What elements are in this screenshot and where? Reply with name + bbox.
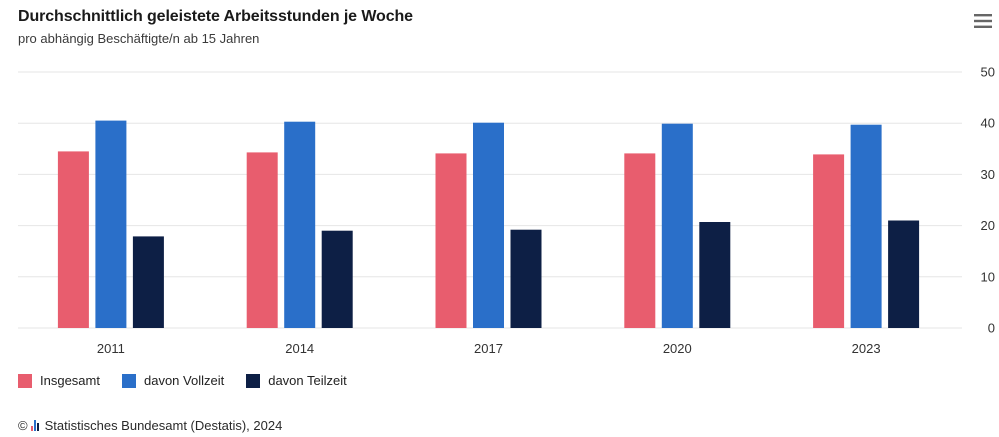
x-tick-label: 2023 [852, 341, 881, 356]
y-tick-label: 10 [981, 269, 995, 284]
y-axis: 0 10 20 30 40 50 [981, 65, 995, 336]
bar-davon-vollzeit-2011[interactable] [95, 120, 127, 328]
bar-davon-teilzeit-2014[interactable] [321, 230, 353, 328]
bar-insgesamt-2020[interactable] [624, 153, 656, 328]
x-tick-label: 2011 [97, 341, 125, 356]
bar-davon-teilzeit-2020[interactable] [699, 222, 731, 328]
y-tick-label: 30 [981, 167, 995, 182]
source-text: Statistisches Bundesamt (Destatis), 2024 [44, 418, 283, 433]
chart-menu-button[interactable] [970, 8, 996, 34]
bar-insgesamt-2023[interactable] [813, 154, 845, 328]
x-axis: 2011 2014 2017 2020 2023 [97, 341, 881, 356]
bar-davon-vollzeit-2017[interactable] [473, 122, 504, 328]
legend: Insgesamt davon Vollzeit davon Teilzeit [18, 373, 347, 388]
legend-swatch-teilzeit [246, 373, 261, 388]
legend-item-vollzeit[interactable]: davon Vollzeit [121, 373, 225, 388]
bar-davon-teilzeit-2011[interactable] [132, 236, 164, 328]
legend-label: Insgesamt [40, 373, 100, 388]
bar-davon-teilzeit-2023[interactable] [888, 220, 920, 329]
legend-label: davon Vollzeit [143, 373, 225, 388]
x-tick-label: 2014 [285, 341, 314, 356]
x-tick-label: 2017 [474, 341, 503, 356]
y-tick-label: 50 [981, 65, 995, 80]
bar-insgesamt-2014[interactable] [246, 152, 278, 328]
legend-item-insgesamt[interactable]: Insgesamt [18, 373, 100, 388]
bar-insgesamt-2011[interactable] [57, 151, 89, 328]
y-tick-label: 0 [988, 321, 995, 336]
x-tick-label: 2020 [663, 341, 692, 356]
legend-swatch-insgesamt [18, 373, 32, 388]
bars [57, 120, 920, 329]
bar-davon-teilzeit-2017[interactable] [510, 229, 542, 328]
chart-subtitle: pro abhängig Beschäftigte/n ab 15 Jahren [18, 31, 260, 46]
legend-swatch-vollzeit [121, 373, 136, 388]
hamburger-menu-icon [974, 14, 992, 28]
copyright-symbol: © [18, 418, 28, 433]
bar-davon-vollzeit-2014[interactable] [284, 121, 316, 328]
legend-label: davon Teilzeit [268, 373, 347, 388]
chart-title: Durchschnittlich geleistete Arbeitsstund… [18, 8, 413, 25]
bar-insgesamt-2017[interactable] [435, 153, 467, 328]
y-tick-label: 40 [981, 116, 995, 131]
source-credit: © Statistisches Bundesamt (Destatis), 20… [18, 418, 282, 433]
destatis-logo-icon [30, 420, 39, 431]
legend-item-teilzeit[interactable]: davon Teilzeit [246, 373, 347, 388]
bar-davon-vollzeit-2023[interactable] [850, 124, 882, 328]
y-tick-label: 20 [981, 218, 995, 233]
bar-davon-vollzeit-2020[interactable] [661, 123, 693, 328]
